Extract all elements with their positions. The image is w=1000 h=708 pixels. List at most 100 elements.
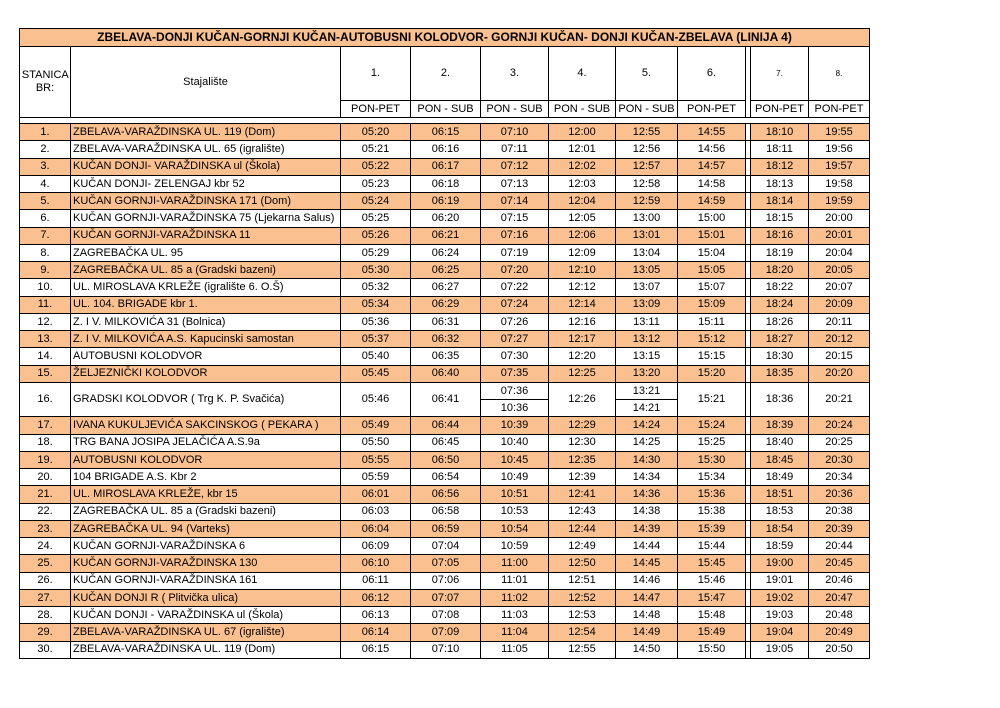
station-number: 28. [19, 606, 71, 625]
departure-time: 18:11 [750, 140, 809, 159]
departure-time: 20:25 [808, 433, 870, 452]
departure-time: 12:30 [548, 433, 616, 452]
station-number: 27. [19, 588, 71, 607]
station-number: 4. [19, 174, 71, 193]
departure-time: 06:27 [410, 278, 481, 297]
departure-time: 20:49 [808, 623, 870, 642]
departure-time: 18:40 [750, 433, 809, 452]
departure-time: 14:50 [615, 640, 678, 659]
column-gap [745, 243, 751, 262]
departure-time: 11:01 [480, 571, 549, 590]
departure-time: 20:30 [808, 450, 870, 469]
departure-time: 13:01 [615, 226, 678, 245]
departure-time: 06:04 [340, 519, 411, 538]
column-gap [745, 192, 751, 211]
departure-time: 18:24 [750, 295, 809, 314]
departure-time: 06:01 [340, 485, 411, 504]
departure-time: 10:49 [480, 468, 549, 487]
departure-time: 15:11 [677, 312, 746, 331]
departure-time: 13:11 [615, 312, 678, 331]
stop-name: ZBELAVA-VARAŽDINSKA UL. 67 (igralište) [70, 623, 341, 642]
departure-time: 07:26 [480, 312, 549, 331]
departure-time: 05:25 [340, 209, 411, 228]
departure-time: 06:35 [410, 347, 481, 366]
departure-time: 20:24 [808, 416, 870, 435]
departure-time: 07:06 [410, 571, 481, 590]
departure-time: 07:22 [480, 278, 549, 297]
header-days: PON - SUB [548, 100, 616, 118]
departure-time: 12:51 [548, 571, 616, 590]
header-departure: 7. [750, 46, 809, 101]
departure-time: 06:14 [340, 623, 411, 642]
stop-name: GRADSKI KOLODVOR ( Trg K. P. Svačića) [70, 381, 341, 418]
departure-time: 14:36 [615, 485, 678, 504]
departure-time: 07:20 [480, 261, 549, 280]
departure-time: 05:46 [340, 381, 411, 418]
departure-time: 14:38 [615, 502, 678, 521]
station-number: 2. [19, 140, 71, 159]
departure-time: 20:07 [808, 278, 870, 297]
departure-time: 20:11 [808, 312, 870, 331]
stop-name: TRG BANA JOSIPA JELAČIĆA A.S.9a [70, 433, 341, 452]
departure-time: 12:26 [548, 381, 616, 418]
departure-time: 20:15 [808, 347, 870, 366]
departure-time: 07:19 [480, 243, 549, 262]
departure-time: 05:29 [340, 243, 411, 262]
header-station-no: STANICA BR: [19, 46, 71, 118]
departure-time: 05:22 [340, 157, 411, 176]
departure-time: 14:34 [615, 468, 678, 487]
stop-name: ŽELJEZNIČKI KOLODVOR [70, 364, 341, 383]
departure-time: 06:09 [340, 537, 411, 556]
departure-time: 07:10 [480, 123, 549, 142]
stop-name: ZBELAVA-VARAŽDINSKA UL. 65 (igralište) [70, 140, 341, 159]
column-gap [745, 174, 751, 193]
departure-time: 07:08 [410, 606, 481, 625]
departure-time: 14:45 [615, 554, 678, 573]
departure-time: 18:15 [750, 209, 809, 228]
departure-time: 12:04 [548, 192, 616, 211]
departure-time: 13:05 [615, 261, 678, 280]
departure-time: 14:48 [615, 606, 678, 625]
departure-time: 05:30 [340, 261, 411, 280]
departure-time: 06:54 [410, 468, 481, 487]
column-gap [745, 364, 751, 383]
departure-time: 14:25 [615, 433, 678, 452]
departure-time: 20:09 [808, 295, 870, 314]
departure-time: 06:19 [410, 192, 481, 211]
departure-time: 05:59 [340, 468, 411, 487]
stop-name: KUČAN DONJI - VARAŽDINSKA ul (Škola) [70, 606, 341, 625]
stop-name: UL. MIROSLAVA KRLEŽE, kbr 15 [70, 485, 341, 504]
departure-time: 05:23 [340, 174, 411, 193]
departure-time: 06:59 [410, 519, 481, 538]
departure-time: 12:05 [548, 209, 616, 228]
station-number: 10. [19, 278, 71, 297]
departure-time: 18:22 [750, 278, 809, 297]
departure-time: 18:20 [750, 261, 809, 280]
departure-time: 19:01 [750, 571, 809, 590]
departure-time: 14:55 [677, 123, 746, 142]
station-number: 17. [19, 416, 71, 435]
departure-time: 06:03 [340, 502, 411, 521]
departure-time: 07:11 [480, 140, 549, 159]
station-number: 25. [19, 554, 71, 573]
departure-time: 12:35 [548, 450, 616, 469]
departure-time: 15:48 [677, 606, 746, 625]
column-gap [745, 123, 751, 142]
departure-time: 11:02 [480, 588, 549, 607]
column-gap [745, 295, 751, 314]
departure-time: 12:49 [548, 537, 616, 556]
departure-time: 19:04 [750, 623, 809, 642]
column-gap [745, 226, 751, 245]
departure-time: 12:53 [548, 606, 616, 625]
station-number: 30. [19, 640, 71, 659]
departure-time: 15:04 [677, 243, 746, 262]
departure-time: 05:24 [340, 192, 411, 211]
header-departure: 5. [615, 46, 678, 101]
departure-time: 12:12 [548, 278, 616, 297]
departure-time: 18:45 [750, 450, 809, 469]
column-gap [745, 485, 751, 504]
departure-time: 19:05 [750, 640, 809, 659]
header-days: PON-PET [340, 100, 411, 118]
departure-time: 12:10 [548, 261, 616, 280]
header-days: PON - SUB [410, 100, 481, 118]
